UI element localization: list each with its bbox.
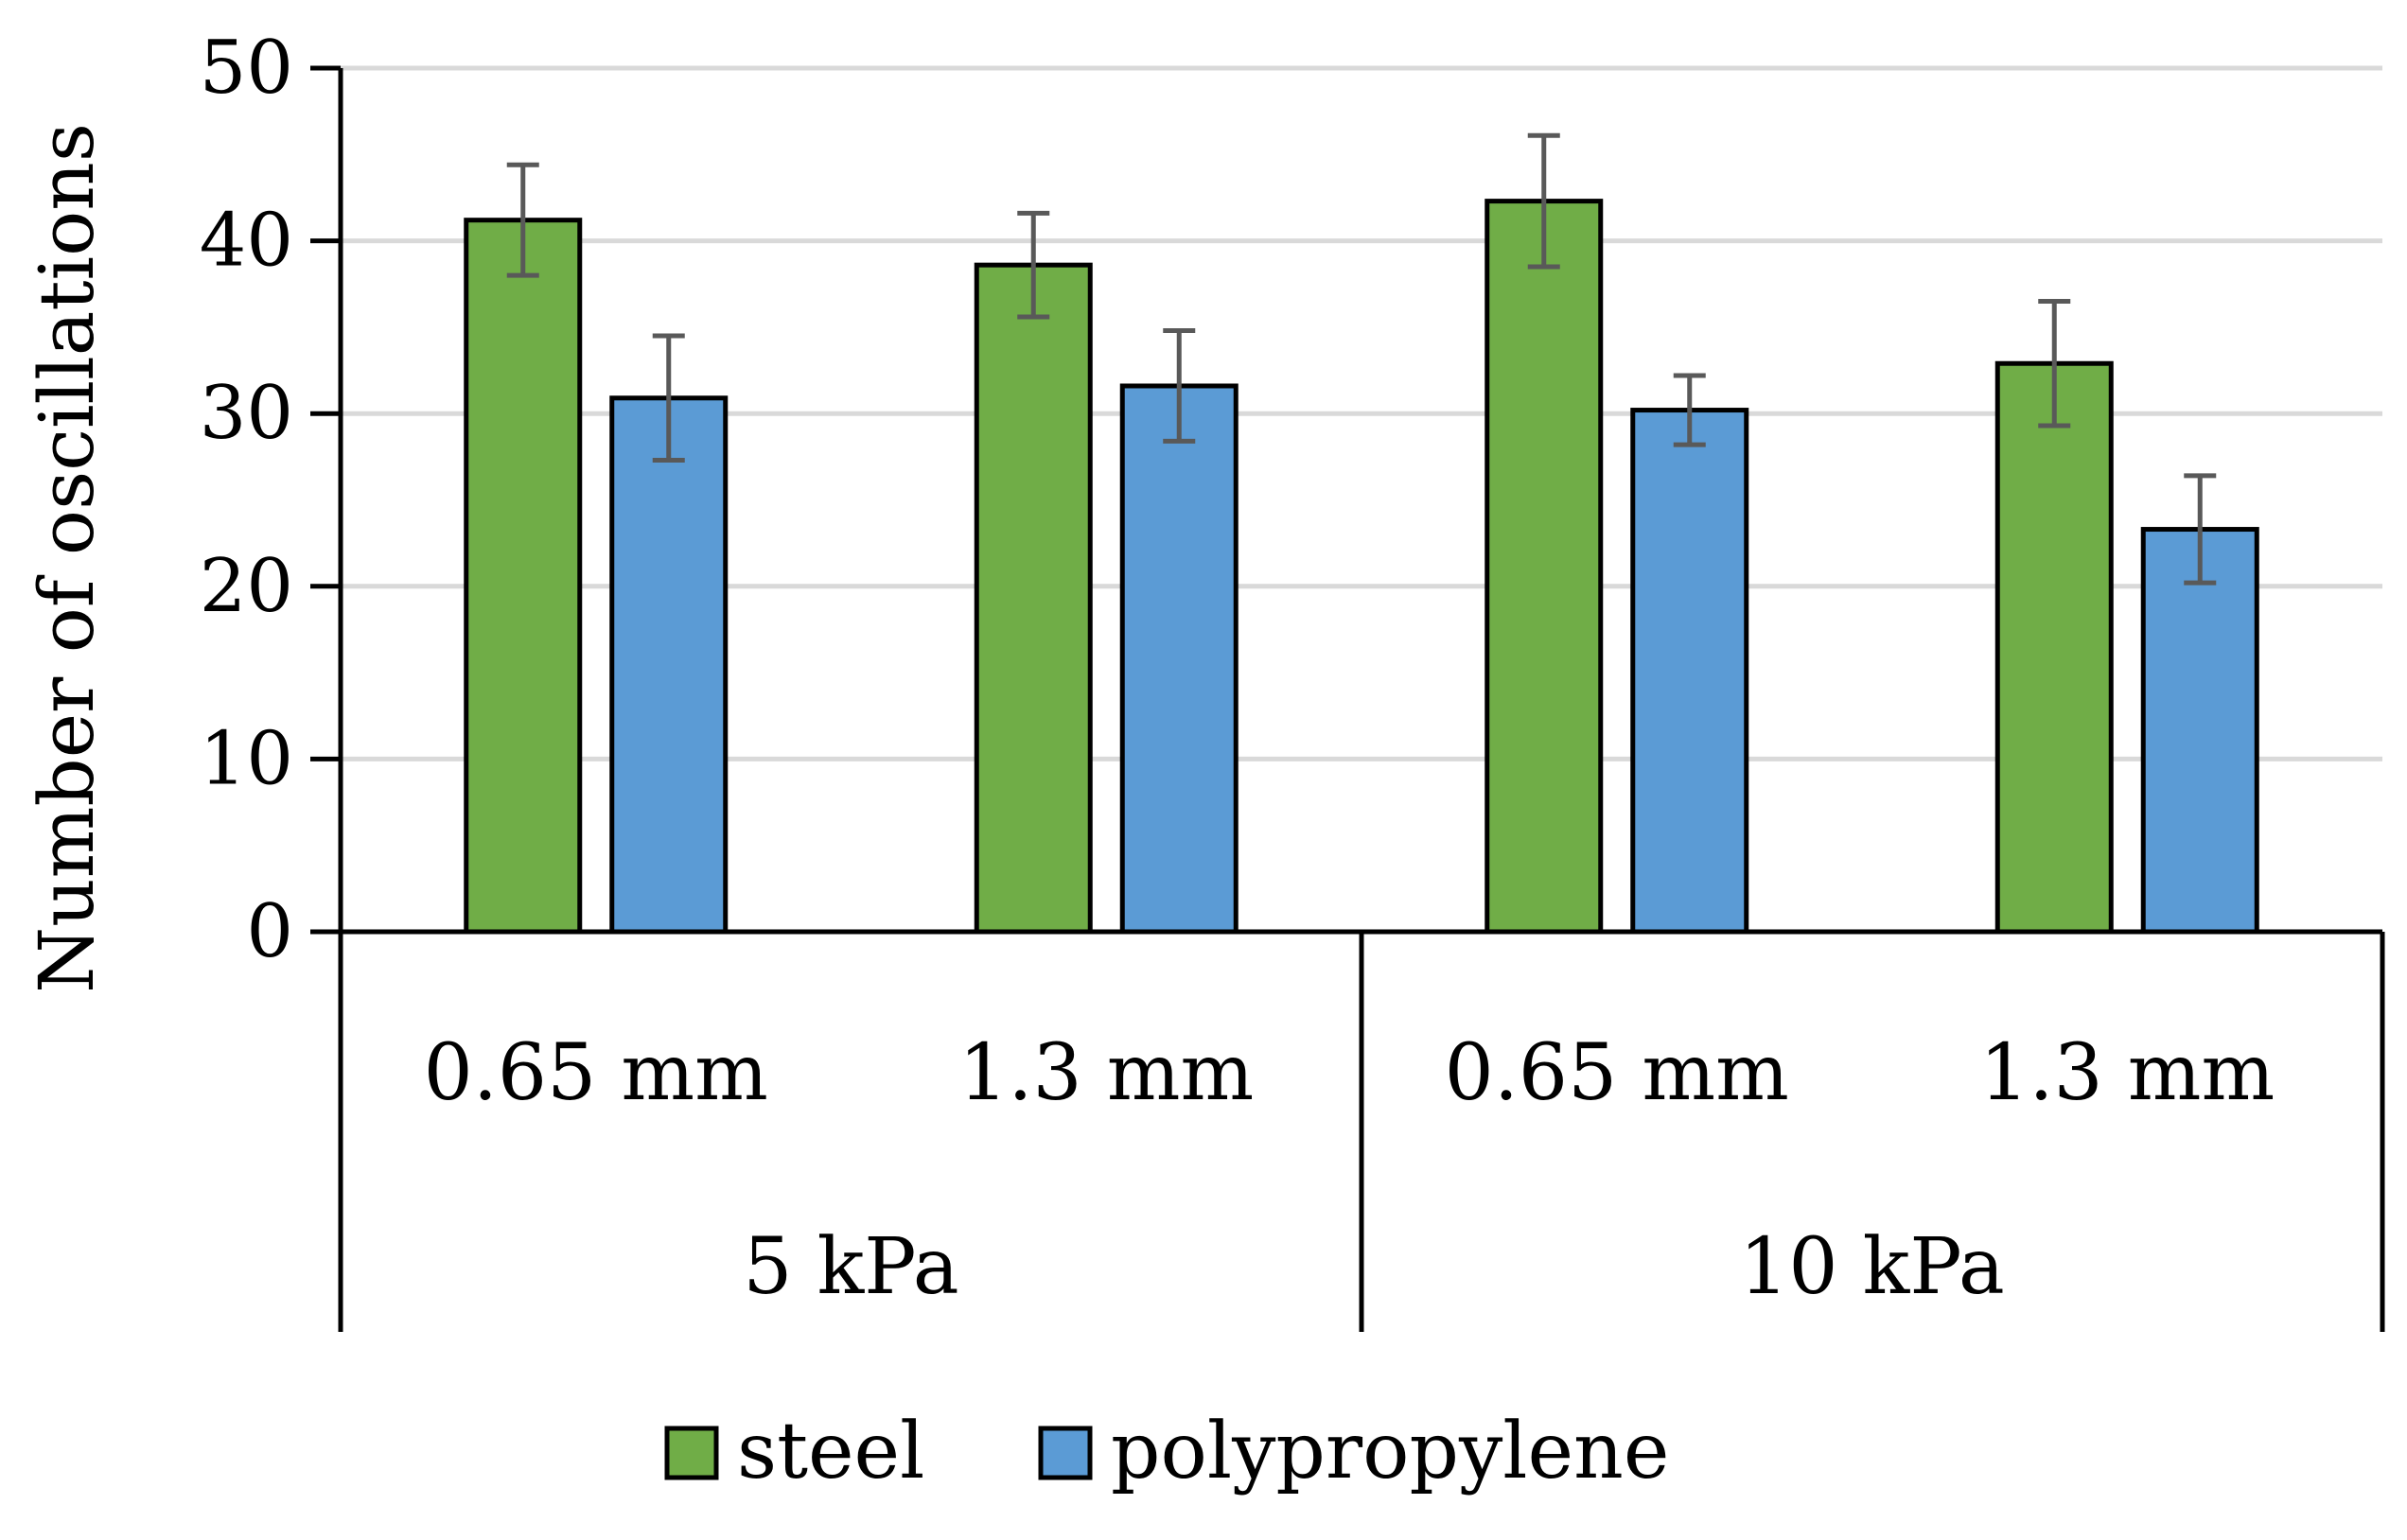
bar-polypropylene [1630,408,1749,935]
y-tick-label: 50 [200,26,293,111]
error-bar [1527,132,1560,270]
x-category-label: 1.3 mm [958,1028,1254,1118]
bar-polypropylene [2140,527,2259,935]
bars [464,199,2259,935]
bar-polypropylene [1119,383,1239,935]
legend: steel polypropylene [664,1407,1669,1496]
x-category-label: 0.65 mm [424,1028,768,1118]
error-bar [2038,299,2071,429]
legend-label: steel [737,1407,924,1496]
bar-steel [464,218,583,935]
y-tick-label: 40 [200,199,293,284]
error-bars [506,132,2217,586]
bar-steel [974,262,1093,935]
error-bar [1673,373,1706,447]
error-bar [652,333,685,464]
legend-item-steel: steel [664,1407,924,1496]
axis-labels: 0 10 20 30 40 50 0.65 mm 1.3 mm 0.65 mm 1.3 mm 5 k… [200,26,2275,1312]
y-tick-label: 10 [200,716,293,801]
legend-swatch [664,1426,719,1480]
y-tick-label: 20 [200,544,293,629]
y-axis-title: Number of oscillations [23,123,111,993]
axes [310,65,2385,1332]
bar-steel [1994,360,2114,935]
x-category-label: 0.65 mm [1445,1028,1789,1118]
x-group-label: 10 kPa [1739,1222,2004,1312]
bar-polypropylene [609,395,729,935]
legend-swatch [1038,1426,1093,1480]
error-bar [2184,473,2217,586]
legend-item-polypropylene: polypropylene [1038,1407,1669,1496]
error-bar [1017,210,1050,320]
y-tick-label: 0 [246,889,293,974]
x-category-label: 1.3 mm [1979,1028,2275,1118]
error-bar [506,162,539,278]
legend-label: polypropylene [1111,1407,1669,1496]
x-group-label: 5 kPa [743,1222,958,1312]
error-bar [1163,328,1196,444]
y-tick-label: 30 [200,371,293,456]
bar-steel [1485,199,1604,935]
